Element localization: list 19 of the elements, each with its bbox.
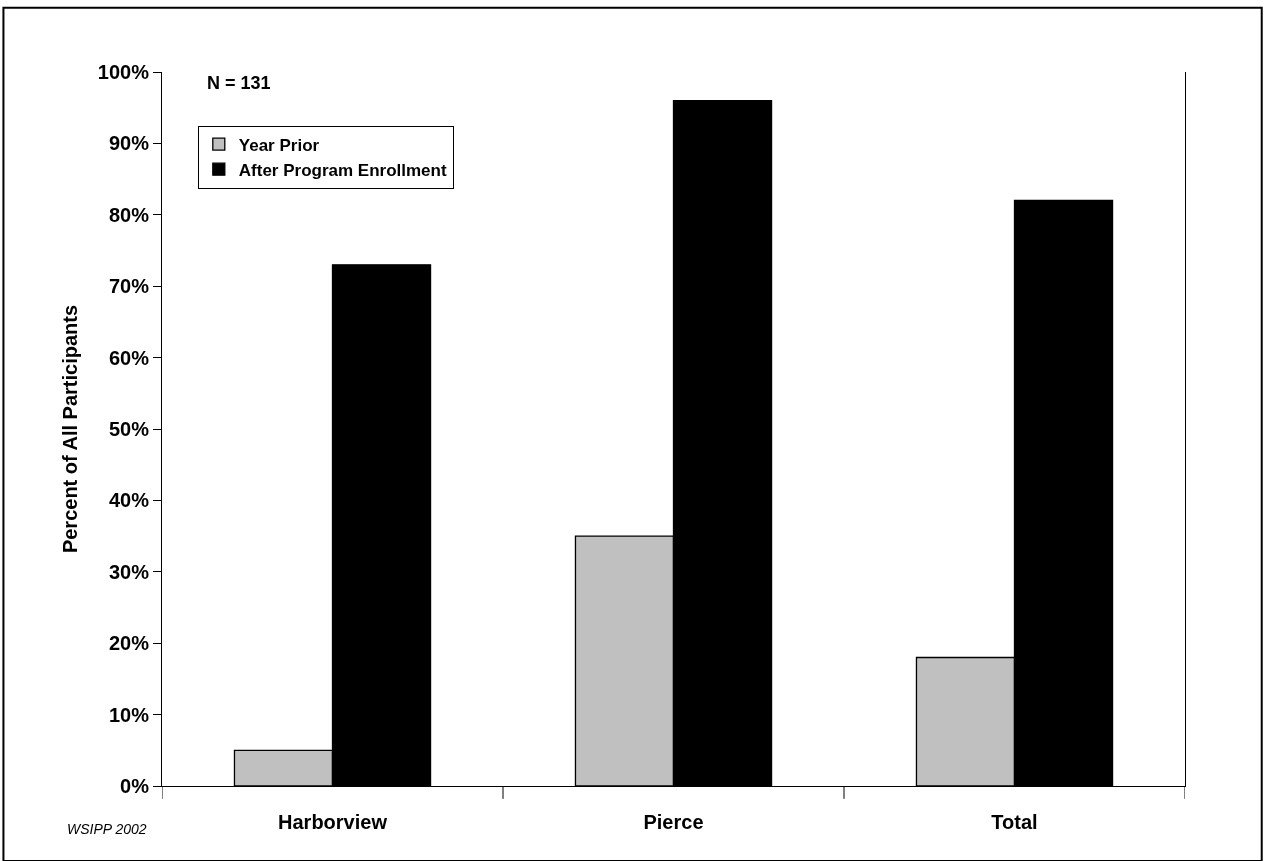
y-tick-label: 0% <box>120 775 150 797</box>
y-tick-label: 90% <box>108 132 150 155</box>
annotation: N = 131 <box>207 73 271 93</box>
y-tick-label: 70% <box>108 275 150 298</box>
x-tick-label: Total <box>991 811 1038 833</box>
y-tick-label: 100% <box>97 61 150 83</box>
text: WSIPP 2002 <box>67 821 147 837</box>
y-tick-label: 50% <box>108 418 150 440</box>
y-tick-label: 20% <box>108 632 150 655</box>
x-tick-label: Harborview <box>278 811 388 833</box>
legend-label: Year Prior <box>238 135 320 155</box>
y-tick-label: 80% <box>108 203 150 226</box>
y-tick-label: 30% <box>108 560 150 583</box>
y-tick-label: 60% <box>108 346 150 369</box>
x-tick-label: Pierce <box>643 811 704 833</box>
y-tick-label: 10% <box>108 703 150 726</box>
y-tick-label: 40% <box>108 489 150 512</box>
y-axis-title: Percent of All Participants <box>59 304 82 554</box>
legend-label: After Program Enrollment <box>238 160 447 180</box>
